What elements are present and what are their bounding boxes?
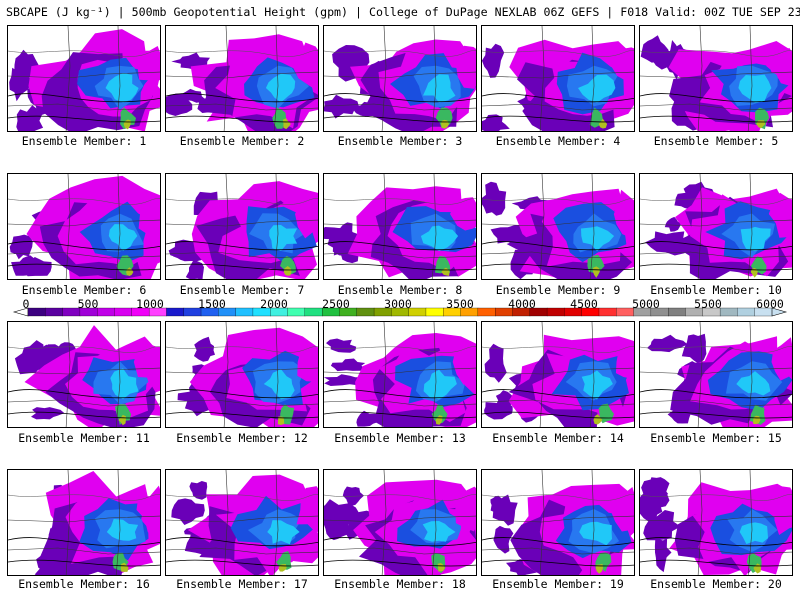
ensemble-map-panel — [639, 469, 793, 576]
ensemble-map-panel — [7, 25, 161, 132]
sbcape-field-map — [324, 26, 476, 131]
sbcape-field-map — [8, 26, 160, 131]
sbcape-field-map — [8, 174, 160, 279]
ensemble-member-label: Ensemble Member: 1 — [21, 134, 147, 148]
sbcape-field-map — [166, 174, 318, 279]
colorbar-swatch — [27, 307, 46, 317]
colorbar-tick-label: 5000 — [632, 297, 660, 311]
ensemble-member-label: Ensemble Member: 20 — [650, 577, 782, 591]
colorbar-right-arrow — [771, 307, 788, 317]
colorbar-swatch — [166, 307, 185, 317]
ensemble-map-panel — [165, 173, 319, 280]
colorbar-tick-label: 4500 — [570, 297, 598, 311]
map-title: SBCAPE (J kg⁻¹) | 500mb Geopotential Hei… — [6, 5, 800, 19]
sbcape-field-map — [640, 470, 792, 575]
ensemble-member-label: Ensemble Member: 2 — [179, 134, 305, 148]
ensemble-member-label: Ensemble Member: 19 — [492, 577, 624, 591]
ensemble-member-label: Ensemble Member: 16 — [18, 577, 150, 591]
colorbar-swatch — [668, 307, 686, 317]
ensemble-map-panel — [165, 469, 319, 576]
colorbar-swatch — [45, 307, 64, 317]
ensemble-member-label: Ensemble Member: 6 — [21, 283, 147, 297]
sbcape-field-map — [324, 322, 476, 427]
sbcape-field-map — [640, 174, 792, 279]
ensemble-map-panel — [639, 25, 793, 132]
colorbar-swatch — [546, 307, 565, 317]
colorbar-swatch — [235, 307, 254, 317]
ensemble-member-label: Ensemble Member: 3 — [337, 134, 463, 148]
sbcape-field-map — [166, 26, 318, 131]
colorbar-swatch — [477, 307, 496, 317]
ensemble-map-panel — [323, 173, 477, 280]
ensemble-map-panel — [481, 25, 635, 132]
colorbar-swatch — [287, 307, 306, 317]
colorbar-tick-label: 3000 — [384, 297, 412, 311]
colorbar-tick-label: 3500 — [446, 297, 474, 311]
sbcape-field-map — [166, 470, 318, 575]
ensemble-member-label: Ensemble Member: 5 — [653, 134, 779, 148]
sbcape-colorbar — [12, 307, 788, 317]
colorbar-tick-label: 1000 — [136, 297, 164, 311]
ensemble-member-label: Ensemble Member: 4 — [495, 134, 621, 148]
colorbar-tick-label: 0 — [22, 297, 30, 311]
colorbar-swatch — [114, 307, 133, 317]
sbcape-field-map — [482, 470, 634, 575]
colorbar-swatch — [737, 307, 756, 317]
colorbar-tick-label: 2500 — [322, 297, 350, 311]
ensemble-member-label: Ensemble Member: 7 — [179, 283, 305, 297]
colorbar-swatch — [97, 307, 115, 317]
ensemble-member-label: Ensemble Member: 14 — [492, 431, 624, 445]
ensemble-member-label: Ensemble Member: 18 — [334, 577, 466, 591]
ensemble-map-panel — [481, 321, 635, 428]
ensemble-map-panel — [481, 469, 635, 576]
sbcape-field-map — [640, 26, 792, 131]
sbcape-field-map — [482, 322, 634, 427]
ensemble-map-panel — [481, 173, 635, 280]
ensemble-member-label: Ensemble Member: 11 — [18, 431, 150, 445]
ensemble-map-panel — [323, 25, 477, 132]
ensemble-map-panel — [639, 173, 793, 280]
ensemble-map-panel — [7, 321, 161, 428]
colorbar-tick-label: 6000 — [756, 297, 784, 311]
colorbar-swatch — [598, 307, 617, 317]
colorbar-tick-label: 2000 — [260, 297, 288, 311]
ensemble-member-label: Ensemble Member: 9 — [495, 283, 621, 297]
colorbar-tick-label: 4000 — [508, 297, 536, 311]
ensemble-map-panel — [639, 321, 793, 428]
ensemble-member-label: Ensemble Member: 17 — [176, 577, 308, 591]
colorbar-swatch — [719, 307, 738, 317]
sbcape-field-map — [8, 470, 160, 575]
sbcape-field-map — [482, 174, 634, 279]
sbcape-field-map — [640, 322, 792, 427]
ensemble-map-panel — [323, 469, 477, 576]
colorbar-swatch — [425, 307, 444, 317]
ensemble-member-label: Ensemble Member: 12 — [176, 431, 308, 445]
colorbar-tick-label: 1500 — [198, 297, 226, 311]
ensemble-member-label: Ensemble Member: 8 — [337, 283, 463, 297]
ensemble-map-panel — [165, 321, 319, 428]
colorbar-swatch — [304, 307, 323, 317]
sbcape-field-map — [166, 322, 318, 427]
ensemble-map-panel — [323, 321, 477, 428]
sbcape-field-map — [482, 26, 634, 131]
sbcape-field-map — [324, 470, 476, 575]
colorbar-tick-label: 5500 — [694, 297, 722, 311]
ensemble-member-label: Ensemble Member: 15 — [650, 431, 782, 445]
colorbar-tick-label: 500 — [77, 297, 99, 311]
sbcape-field-map — [8, 322, 160, 427]
ensemble-map-panel — [7, 173, 161, 280]
ensemble-map-panel — [165, 25, 319, 132]
ensemble-member-label: Ensemble Member: 10 — [650, 283, 782, 297]
colorbar-swatch — [356, 307, 375, 317]
ensemble-member-label: Ensemble Member: 13 — [334, 431, 466, 445]
sbcape-field-map — [324, 174, 476, 279]
ensemble-map-panel — [7, 469, 161, 576]
